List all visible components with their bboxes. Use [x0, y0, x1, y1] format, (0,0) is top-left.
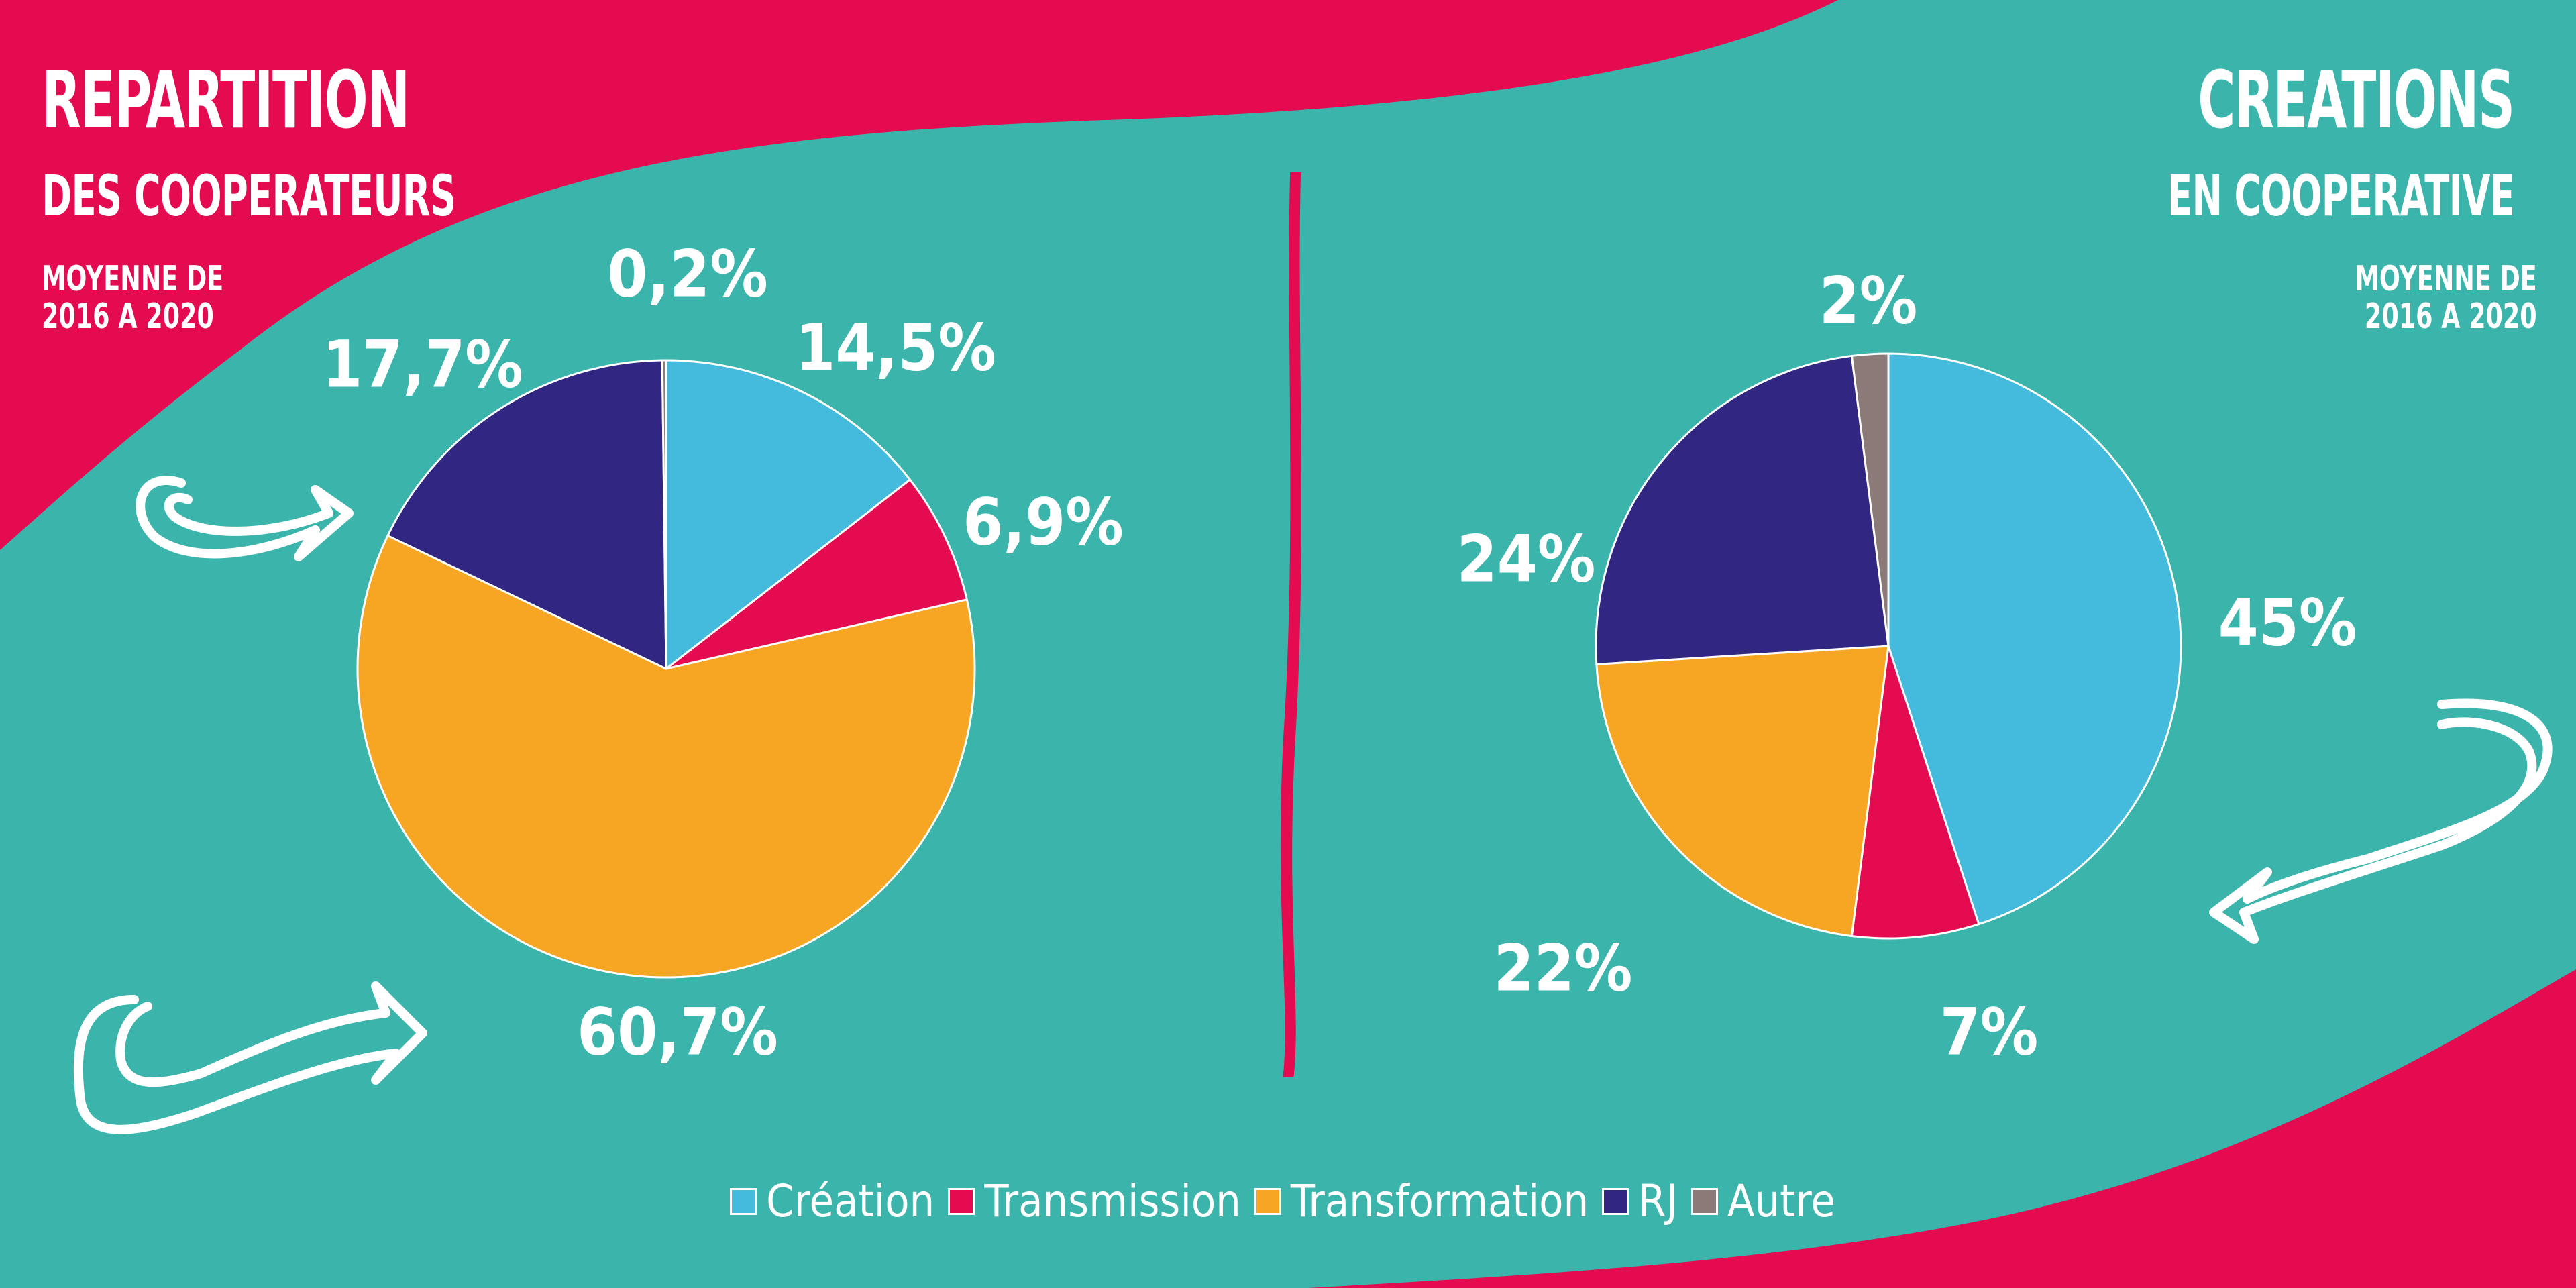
right-label-cr-ation: 45%: [2218, 585, 2357, 660]
left-pie: [356, 359, 976, 979]
right-chart-subtitle: EN COOPERATIVE: [2167, 163, 2515, 229]
legend-label-autre: Autre: [1727, 1175, 1835, 1227]
left-label-transformation: 60,7%: [577, 994, 778, 1069]
legend-label-transformation: Transformation: [1290, 1175, 1589, 1227]
right-label-autre: 2%: [1819, 263, 1918, 338]
arrow-decoration-right: [2209, 698, 2553, 944]
left-slice-rj: [386, 359, 667, 670]
right-slice-cr-ation: [1887, 352, 2182, 926]
legend-label-rj: RJ: [1638, 1175, 1678, 1227]
left-chart-subtitle: DES COOPERATEURS: [42, 163, 456, 229]
right-chart-period: MOYENNE DE 2016 A 2020: [2355, 260, 2537, 335]
chart-legend: Création Transmission Transformation RJ Autr…: [0, 1175, 2576, 1227]
arrow-decoration-left-bottom: [73, 981, 427, 1134]
right-slice-rj: [1595, 354, 1890, 665]
legend-item-transmission: Transmission: [948, 1175, 1252, 1227]
left-chart-title: REPARTITION: [42, 54, 410, 146]
left-slice-transformation: [356, 535, 976, 979]
legend-item-cr-ation: Création: [730, 1175, 945, 1227]
left-period-line-1: MOYENNE DE: [42, 259, 224, 299]
right-period-line-2: 2016 A 2020: [2365, 297, 2537, 337]
arrow-decoration-left-top: [136, 476, 354, 561]
left-label-rj: 17,7%: [322, 327, 523, 402]
legend-swatch-rj: [1602, 1187, 1629, 1215]
center-divider-line: [1280, 172, 1301, 1077]
right-chart-title: CREATIONS: [2198, 54, 2516, 146]
legend-label-transmission: Transmission: [984, 1175, 1241, 1227]
top-left-accent-wave: [0, 0, 1838, 550]
right-slice-transmission: [1850, 645, 1980, 940]
legend-swatch-cr-ation: [730, 1187, 757, 1215]
legend-item-rj: RJ: [1602, 1175, 1688, 1227]
right-slice-transformation: [1595, 645, 1890, 938]
legend-swatch-transformation: [1254, 1187, 1281, 1215]
legend-label-cr-ation: Création: [766, 1175, 935, 1227]
left-slice-transmission: [665, 478, 968, 670]
left-slice-cr-ation: [665, 359, 911, 670]
bottom-right-accent-wave: [1308, 969, 2576, 1288]
legend-item-autre: Autre: [1690, 1175, 1846, 1227]
right-label-transmission: 7%: [1940, 994, 2039, 1069]
left-label-cr-ation: 14,5%: [795, 310, 996, 385]
right-slice-autre: [1850, 352, 1890, 647]
right-label-transformation: 22%: [1494, 930, 1633, 1006]
right-period-line-1: MOYENNE DE: [2355, 259, 2537, 299]
left-slice-autre: [661, 359, 667, 670]
legend-swatch-autre: [1690, 1187, 1718, 1215]
left-period-line-2: 2016 A 2020: [42, 297, 214, 337]
legend-swatch-transmission: [948, 1187, 975, 1215]
left-chart-period: MOYENNE DE 2016 A 2020: [42, 260, 223, 335]
right-pie: [1595, 352, 2182, 940]
legend-item-transformation: Transformation: [1254, 1175, 1599, 1227]
left-label-transmission: 6,9%: [963, 484, 1124, 559]
right-label-rj: 24%: [1457, 521, 1596, 596]
left-label-autre: 0,2%: [607, 236, 768, 311]
